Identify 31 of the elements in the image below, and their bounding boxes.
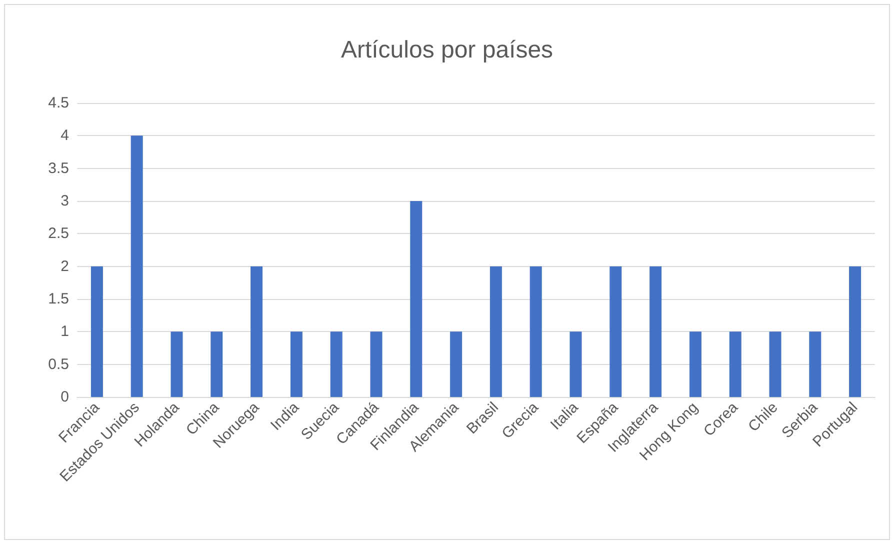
y-tick-label: 1.5 (48, 290, 69, 308)
bar (330, 332, 342, 397)
bar (450, 332, 462, 397)
y-tick-label: 3 (60, 192, 69, 210)
y-tick-label: 2.5 (48, 225, 69, 242)
y-tick-label: 2 (60, 258, 69, 275)
bar (410, 201, 422, 397)
bar (370, 332, 382, 397)
chart-title: Artículos por países (340, 36, 554, 64)
bar (490, 266, 502, 397)
bar (809, 332, 822, 397)
bar (610, 266, 622, 397)
y-tick-label: 4 (60, 127, 69, 144)
bar (570, 332, 582, 397)
bar (650, 266, 662, 397)
bar (689, 332, 702, 397)
y-tick-label: 4.5 (48, 94, 69, 112)
bar (170, 332, 183, 397)
bar (210, 332, 223, 397)
bar (769, 332, 782, 397)
y-tick-label: 3.5 (48, 160, 69, 177)
bar (90, 266, 103, 397)
y-tick-label: 0.5 (48, 356, 69, 373)
bar (290, 332, 302, 397)
bar (849, 266, 862, 397)
bar (729, 332, 742, 397)
bar (530, 266, 542, 397)
y-tick-label: 0 (60, 388, 69, 406)
bar (130, 136, 143, 397)
bar (250, 266, 263, 397)
y-tick-label: 1 (60, 323, 69, 340)
